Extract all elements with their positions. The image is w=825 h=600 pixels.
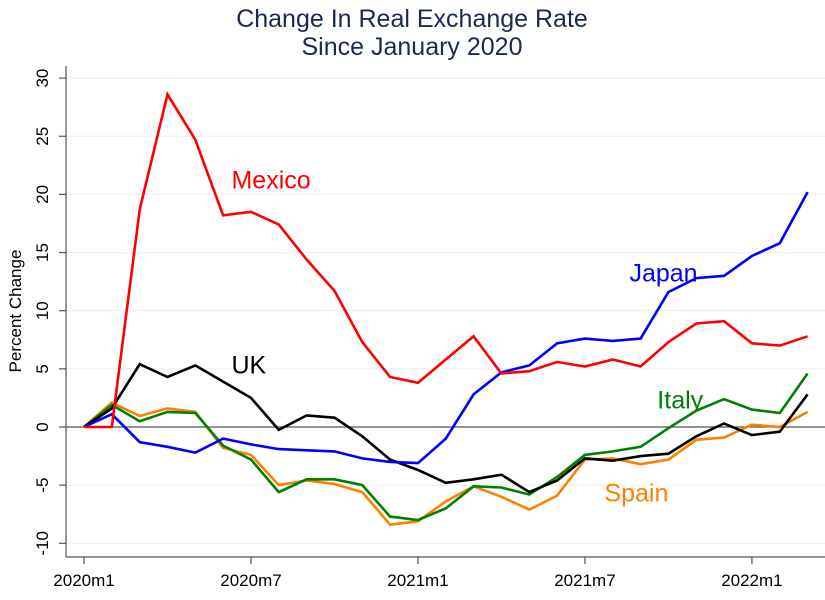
series-label-italy: Italy bbox=[657, 386, 703, 414]
chart-title: Change In Real Exchange Rate Since Janua… bbox=[236, 5, 588, 61]
y-ticks: 30 25 20 15 10 5 0 -5 -10 bbox=[33, 69, 66, 556]
y-tick-label: 15 bbox=[33, 243, 52, 262]
y-tick-label: 5 bbox=[33, 364, 52, 373]
series-line-spain bbox=[83, 401, 809, 527]
series-line-uk bbox=[83, 362, 809, 494]
series-label-uk: UK bbox=[231, 352, 266, 380]
series-line-japan bbox=[83, 191, 809, 465]
y-tick-label: 0 bbox=[33, 422, 52, 431]
y-tick-label: 25 bbox=[33, 127, 52, 146]
series-labels: Mexico UK Japan Italy Spain bbox=[231, 167, 703, 508]
series-line-italy bbox=[83, 372, 809, 522]
chart-title-line-1: Change In Real Exchange Rate bbox=[236, 5, 588, 33]
x-tick-label: 2020m1 bbox=[53, 571, 114, 590]
x-tick-label: 2020m7 bbox=[220, 571, 281, 590]
x-tick-label: 2022m1 bbox=[721, 571, 782, 590]
y-tick-label: 30 bbox=[33, 69, 52, 88]
chart-title-line-2: Since January 2020 bbox=[302, 33, 523, 61]
x-tick-label: 2021m7 bbox=[554, 571, 615, 590]
series-line-mexico bbox=[84, 91, 809, 429]
y-tick-label: 20 bbox=[33, 185, 52, 204]
gridlines bbox=[66, 77, 825, 544]
y-tick-label: 10 bbox=[33, 301, 52, 320]
y-tick-label: -10 bbox=[33, 531, 52, 556]
y-axis-title: Percent Change bbox=[6, 250, 25, 373]
y-tick-label: -5 bbox=[33, 478, 52, 493]
series-label-mexico: Mexico bbox=[231, 167, 310, 195]
series-label-spain: Spain bbox=[604, 479, 668, 507]
series-lines bbox=[83, 91, 809, 527]
x-ticks: 2020m1 2020m7 2021m1 2021m7 2022m1 bbox=[53, 557, 783, 590]
axes bbox=[65, 66, 825, 558]
x-tick-label: 2021m1 bbox=[387, 571, 448, 590]
series-label-japan: Japan bbox=[629, 260, 697, 288]
